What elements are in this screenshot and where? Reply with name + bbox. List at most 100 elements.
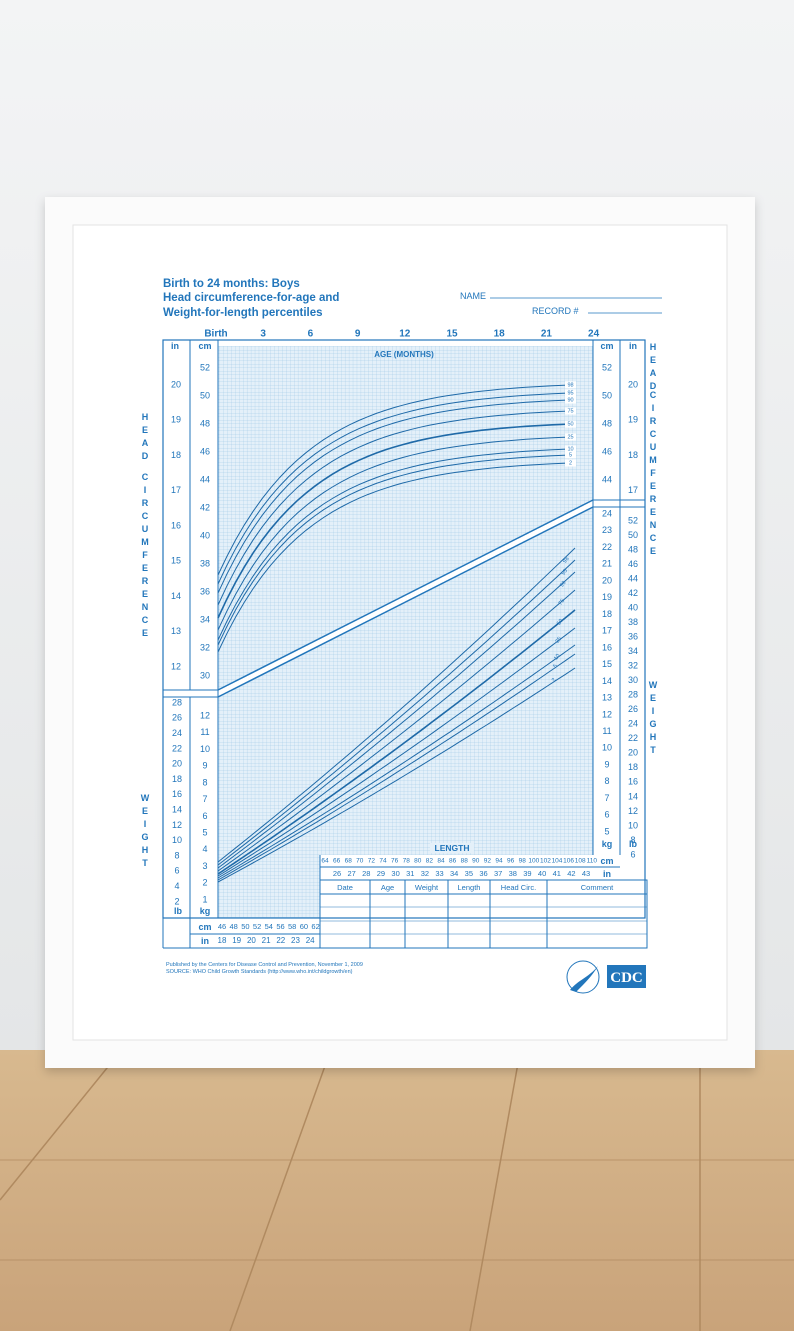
tick-label: 11 bbox=[200, 727, 209, 737]
tick-label: 9 bbox=[202, 761, 207, 771]
tick-label: 5 bbox=[604, 826, 609, 836]
weight-curve bbox=[217, 644, 576, 879]
tick-label: 48 bbox=[230, 922, 238, 931]
tick-label: 14 bbox=[171, 591, 181, 601]
curve-label-bg bbox=[565, 381, 576, 389]
tick-label: 28 bbox=[362, 869, 370, 878]
tick-label: 50 bbox=[200, 390, 210, 400]
tick-label: 32 bbox=[200, 642, 210, 652]
tick-label: 32 bbox=[628, 661, 638, 671]
curve-label-bg bbox=[565, 451, 576, 459]
floor-planks bbox=[0, 1051, 794, 1331]
tick-label: 6 bbox=[604, 810, 609, 820]
tick-label: 46 bbox=[218, 922, 226, 931]
tick-label: 15 bbox=[446, 329, 458, 340]
tick-label: 46 bbox=[602, 446, 612, 456]
title-line: Weight-for-length percentiles bbox=[163, 307, 323, 319]
head-curve bbox=[217, 436, 571, 631]
tick-label: 21 bbox=[602, 559, 612, 569]
curve-label-bg bbox=[565, 420, 576, 428]
tick-label: 62 bbox=[311, 922, 319, 931]
tick-label: 16 bbox=[171, 520, 181, 530]
tick-label: 94 bbox=[495, 858, 503, 865]
tick-label: 48 bbox=[602, 418, 612, 428]
tick-label: 98 bbox=[567, 382, 573, 388]
tick-label: 50 bbox=[556, 618, 564, 626]
tick-label: 20 bbox=[172, 759, 182, 769]
tick-label: 64 bbox=[321, 858, 329, 865]
age-axis-title: AGE (MONTHS) bbox=[374, 350, 434, 359]
side-title: CIRCUMFERENCE bbox=[140, 472, 150, 641]
tick-label: 9 bbox=[355, 329, 361, 340]
tick-label: 44 bbox=[200, 474, 210, 484]
unit-label: in bbox=[171, 341, 179, 351]
tick-label: 19 bbox=[602, 592, 612, 602]
unit-label: cm bbox=[198, 922, 211, 932]
tick-label: 44 bbox=[602, 474, 612, 484]
tick-label: 4 bbox=[202, 844, 207, 854]
unit-label: lb bbox=[629, 839, 638, 849]
tick-label: 20 bbox=[628, 748, 638, 758]
title-line: Birth to 24 months: Boys bbox=[163, 278, 300, 290]
tick-label: 17 bbox=[628, 485, 638, 495]
unit-label: kg bbox=[200, 906, 211, 916]
tick-label: Date bbox=[337, 883, 353, 892]
tick-label: 28 bbox=[628, 690, 638, 700]
tick-label: 52 bbox=[628, 515, 638, 525]
curve-label-bg bbox=[565, 396, 576, 404]
tick-label: 26 bbox=[333, 869, 341, 878]
tick-label: 50 bbox=[567, 421, 573, 427]
curve-label-bg bbox=[565, 433, 576, 441]
tick-label: 25 bbox=[567, 434, 573, 440]
tick-label: 10 bbox=[553, 653, 561, 661]
tick-label: 13 bbox=[602, 693, 612, 703]
tick-label: 14 bbox=[602, 676, 612, 686]
tick-label: 8 bbox=[202, 777, 207, 787]
head-curve bbox=[217, 392, 571, 585]
tick-label: 26 bbox=[628, 704, 638, 714]
tick-label: 12 bbox=[399, 329, 411, 340]
tick-label: 22 bbox=[172, 743, 182, 753]
side-title: HEAD bbox=[648, 342, 658, 394]
tick-label: Birth bbox=[204, 329, 227, 340]
tick-label: 34 bbox=[450, 869, 458, 878]
tick-label: 36 bbox=[628, 632, 638, 642]
tick-label: 58 bbox=[288, 922, 296, 931]
title-line: Head circumference-for-age and bbox=[163, 292, 339, 304]
tick-label: 90 bbox=[472, 858, 480, 865]
side-title: WEIGHT bbox=[140, 793, 150, 871]
tick-label: 23 bbox=[291, 936, 300, 945]
tick-label: 6 bbox=[174, 866, 179, 876]
tick-label: 12 bbox=[200, 710, 210, 720]
tick-label: 18 bbox=[628, 450, 638, 460]
tick-label: 5 bbox=[569, 452, 572, 458]
tick-label: 8 bbox=[630, 835, 635, 845]
tick-label: 30 bbox=[200, 670, 210, 680]
tick-label: 10 bbox=[200, 744, 210, 754]
tick-label: 38 bbox=[628, 617, 638, 627]
tick-label: 37 bbox=[494, 869, 502, 878]
tick-label: 106 bbox=[563, 858, 574, 865]
tick-label: 12 bbox=[172, 820, 182, 830]
weight-curve bbox=[217, 667, 576, 883]
tick-label: 19 bbox=[171, 415, 181, 425]
tick-label: 74 bbox=[379, 858, 387, 865]
tick-label: 18 bbox=[172, 774, 182, 784]
tick-label: 18 bbox=[602, 609, 612, 619]
tick-label: 100 bbox=[528, 858, 539, 865]
side-title: HEAD bbox=[140, 412, 150, 464]
tick-label: 1 bbox=[202, 894, 207, 904]
tick-label: Head Circ. bbox=[501, 883, 536, 892]
tick-label: 46 bbox=[628, 559, 638, 569]
tick-label: 36 bbox=[479, 869, 487, 878]
tick-label: 95 bbox=[567, 390, 573, 396]
weight-curve bbox=[217, 627, 576, 877]
tick-label: 29 bbox=[377, 869, 385, 878]
tick-label: 28 bbox=[172, 697, 182, 707]
tick-label: 18 bbox=[218, 936, 227, 945]
cdc-logo-text: CDC bbox=[610, 970, 643, 986]
tick-label: 50 bbox=[241, 922, 249, 931]
tick-label: 17 bbox=[171, 485, 181, 495]
tick-label: 52 bbox=[602, 362, 612, 372]
tick-label: 110 bbox=[587, 858, 598, 865]
